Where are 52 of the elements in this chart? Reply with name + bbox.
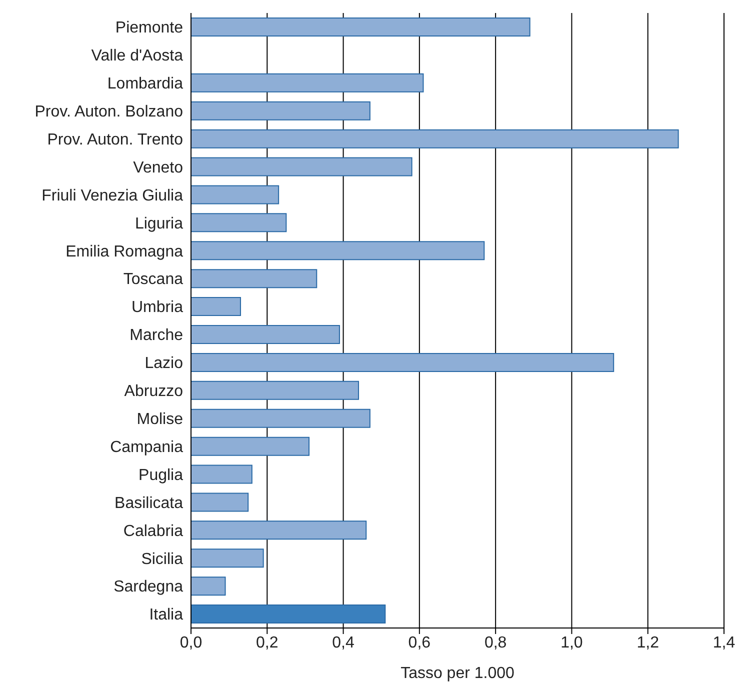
- y-tick-label: Toscana: [123, 271, 184, 288]
- bar: [191, 548, 264, 568]
- y-tick-label: Piemonte: [115, 20, 184, 37]
- x-tick-label: 1,2: [636, 634, 660, 652]
- y-tick-label: Veneto: [133, 159, 184, 176]
- bar: [191, 18, 530, 36]
- bar: [191, 576, 226, 596]
- y-tick-label: Abruzzo: [124, 383, 184, 400]
- x-tick-label: 0,4: [332, 634, 355, 652]
- y-tick-label: Umbria: [131, 299, 184, 316]
- bar: [191, 436, 310, 456]
- y-tick-label: Valle d'Aosta: [91, 48, 184, 65]
- bar: [191, 269, 318, 288]
- bar: [191, 213, 287, 232]
- y-tick-label: Lombardia: [107, 76, 184, 93]
- y-tick-label: Calabria: [123, 522, 184, 540]
- y-tick-label: Liguria: [134, 215, 184, 232]
- x-tick-label: 1,0: [560, 634, 583, 652]
- y-tick-label: Lazio: [144, 355, 184, 372]
- bar: [191, 464, 252, 484]
- x-tick-label: 0,2: [256, 634, 278, 652]
- bar: [191, 297, 241, 316]
- x-tick-label: 0,0: [180, 634, 202, 652]
- x-tick-label: 0,6: [408, 634, 431, 652]
- y-tick-label: Sardegna: [114, 578, 184, 596]
- bar: [191, 325, 340, 344]
- y-tick-label: Italia: [149, 606, 184, 624]
- bar: [191, 492, 249, 512]
- bar: [191, 185, 280, 204]
- y-tick-label: Basilicata: [114, 494, 184, 512]
- y-tick-label: Puglia: [138, 466, 184, 484]
- bar: [191, 380, 360, 400]
- y-tick-label: Emilia Romagna: [66, 243, 184, 260]
- y-tick-label: Sicilia: [141, 550, 184, 568]
- bar: [191, 408, 370, 428]
- bar: [191, 241, 485, 260]
- y-tick-label: Campania: [110, 438, 184, 456]
- bar: [191, 157, 412, 176]
- x-tick-label: 0,8: [484, 634, 507, 652]
- bar: [191, 520, 367, 540]
- x-tick-label: 1,4: [712, 634, 736, 652]
- y-tick-label: Friuli Venezia Giulia: [42, 187, 184, 204]
- bar: [191, 101, 370, 120]
- bar: [191, 73, 424, 92]
- y-tick-label: Marche: [130, 327, 184, 344]
- x-axis-title: Tasso per 1.000: [400, 665, 515, 682]
- y-tick-label: Prov. Auton. Bolzano: [34, 104, 184, 121]
- bar: [191, 129, 679, 148]
- bar: [191, 604, 386, 624]
- bar: [191, 352, 614, 372]
- y-tick-label: Prov. Auton. Trento: [47, 131, 184, 148]
- y-tick-label: Molise: [136, 411, 184, 428]
